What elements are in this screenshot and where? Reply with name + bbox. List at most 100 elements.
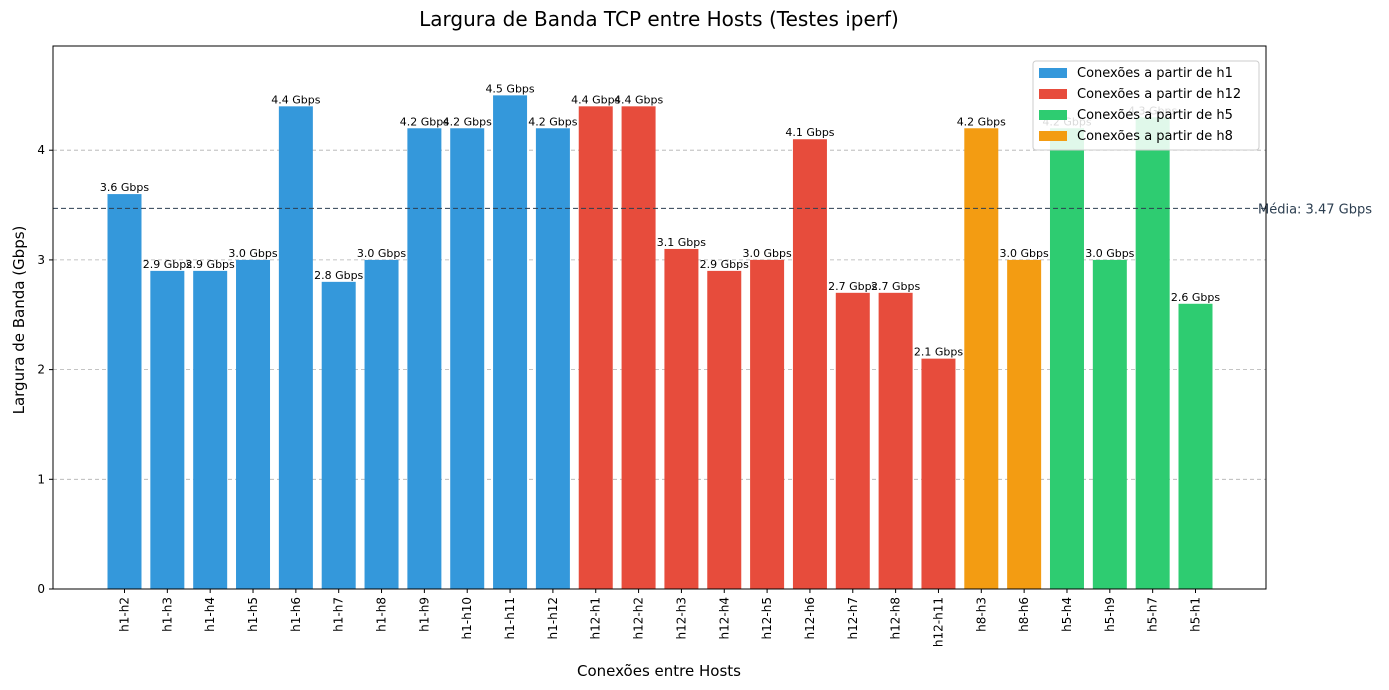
y-tick-label: 2	[37, 363, 45, 377]
legend-swatch	[1039, 68, 1067, 78]
mean-line-group: Média: 3.47 Gbps	[53, 202, 1372, 217]
bar	[578, 106, 613, 589]
legend: Conexões a partir de h1 Conexões a partir…	[1032, 60, 1260, 151]
y-tick-label: 0	[37, 582, 45, 596]
x-tick-label: h5-h7	[1146, 597, 1160, 632]
x-tick-label: h5-h1	[1189, 597, 1203, 632]
y-tick-label: 1	[37, 472, 45, 486]
bar-value-label: 3.1 Gbps	[657, 236, 706, 249]
bar-value-label: 2.7 Gbps	[871, 280, 920, 293]
y-axis-title: Largura de Banda (Gbps)	[10, 226, 28, 415]
y-axis-ticks: 0 1 2 3 4	[37, 143, 53, 596]
bar-value-label: 2.6 Gbps	[1171, 291, 1220, 304]
legend-item-label: Conexões a partir de h1	[1077, 66, 1233, 81]
bar	[321, 281, 356, 589]
bar-value-label: 2.8 Gbps	[314, 269, 363, 282]
bar	[150, 270, 185, 589]
legend-box	[1032, 60, 1260, 151]
x-tick-label: h1-h2	[118, 597, 132, 632]
bar	[1178, 303, 1213, 589]
x-tick-label: h12-h4	[717, 597, 731, 639]
x-tick-label: h8-h6	[1017, 597, 1031, 632]
x-tick-label: h1-h12	[546, 597, 560, 639]
grid-lines	[53, 149, 1266, 480]
x-tick-label: h1-h11	[503, 597, 517, 639]
bar	[921, 358, 956, 589]
bar	[493, 95, 528, 589]
bar	[1135, 117, 1170, 589]
bar-value-label: 4.2 Gbps	[443, 115, 492, 128]
x-tick-label: h1-h8	[375, 597, 389, 632]
bar-value-label: 3.0 Gbps	[357, 247, 406, 260]
bar-value-label: 2.1 Gbps	[914, 346, 963, 359]
x-tick-label: h12-h2	[632, 597, 646, 639]
x-tick-label: h1-h5	[246, 597, 260, 632]
x-tick-label: h1-h4	[203, 597, 217, 632]
legend-swatch	[1039, 89, 1067, 99]
bar-value-label: 3.0 Gbps	[228, 247, 277, 260]
bar-value-label: 4.2 Gbps	[400, 115, 449, 128]
bar-value-label: 4.5 Gbps	[485, 82, 534, 95]
x-tick-label: h12-h11	[931, 597, 945, 647]
x-axis-ticks: h1-h2 h1-h3 h1-h4 h1-h5 h1-h6 h1-h7 h1-h8 h1-h9…	[118, 589, 1203, 647]
bar	[878, 292, 913, 589]
bar-value-label: 4.2 Gbps	[528, 115, 577, 128]
bar	[407, 128, 442, 590]
y-tick-label: 4	[37, 143, 45, 157]
bar-value-label: 4.4 Gbps	[614, 93, 663, 106]
bar	[1092, 259, 1127, 589]
bar-value-label: 3.6 Gbps	[100, 181, 149, 194]
bar	[278, 106, 313, 589]
bar	[1007, 259, 1042, 589]
bar	[707, 270, 742, 589]
bar-value-label: 4.1 Gbps	[785, 126, 834, 139]
x-tick-label: h5-h9	[1103, 597, 1117, 632]
x-tick-label: h12-h3	[674, 597, 688, 639]
bar	[964, 128, 999, 590]
bar	[750, 259, 785, 589]
x-tick-label: h12-h5	[760, 597, 774, 639]
x-axis-title: Conexões entre Hosts	[577, 662, 741, 680]
bar	[621, 106, 656, 589]
x-tick-label: h12-h8	[889, 597, 903, 639]
bar-value-label: 3.0 Gbps	[742, 247, 791, 260]
bar	[107, 194, 142, 589]
plot-frame	[52, 45, 1267, 590]
bar-value-label: 2.9 Gbps	[186, 258, 235, 271]
x-tick-label: h1-h9	[417, 597, 431, 632]
chart-title: Largura de Banda TCP entre Hosts (Testes…	[419, 7, 899, 31]
bar	[193, 270, 228, 589]
legend-swatch	[1039, 110, 1067, 120]
x-tick-label: h12-h7	[846, 597, 860, 639]
mean-label: Média: 3.47 Gbps	[1258, 202, 1372, 217]
bar-value-label: 2.9 Gbps	[143, 258, 192, 271]
bar-value-label: 4.4 Gbps	[271, 93, 320, 106]
y-tick-label: 3	[37, 253, 45, 267]
x-tick-label: h12-h6	[803, 597, 817, 639]
bar	[535, 128, 570, 590]
bar	[1049, 128, 1084, 590]
x-tick-label: h8-h3	[974, 597, 988, 632]
legend-item-label: Conexões a partir de h8	[1077, 129, 1233, 144]
x-tick-label: h5-h4	[1060, 597, 1074, 632]
bar-value-label: 4.4 Gbps	[571, 93, 620, 106]
bar-value-label: 2.7 Gbps	[828, 280, 877, 293]
legend-item-label: Conexões a partir de h5	[1077, 108, 1233, 123]
legend-item-label: Conexões a partir de h12	[1077, 87, 1241, 102]
bars	[107, 95, 1213, 590]
bar-value-label: 3.0 Gbps	[1085, 247, 1134, 260]
bar-value-label: 2.9 Gbps	[700, 258, 749, 271]
bar	[664, 248, 699, 589]
bar	[364, 259, 399, 589]
x-tick-label: h1-h7	[332, 597, 346, 632]
bar-value-label: 3.0 Gbps	[1000, 247, 1049, 260]
bar	[835, 292, 870, 589]
x-tick-label: h1-h6	[289, 597, 303, 632]
bar	[450, 128, 485, 590]
x-tick-label: h12-h1	[589, 597, 603, 639]
bar	[236, 259, 271, 589]
x-tick-label: h1-h10	[460, 597, 474, 639]
x-tick-label: h1-h3	[160, 597, 174, 632]
bar-value-label: 4.2 Gbps	[957, 115, 1006, 128]
